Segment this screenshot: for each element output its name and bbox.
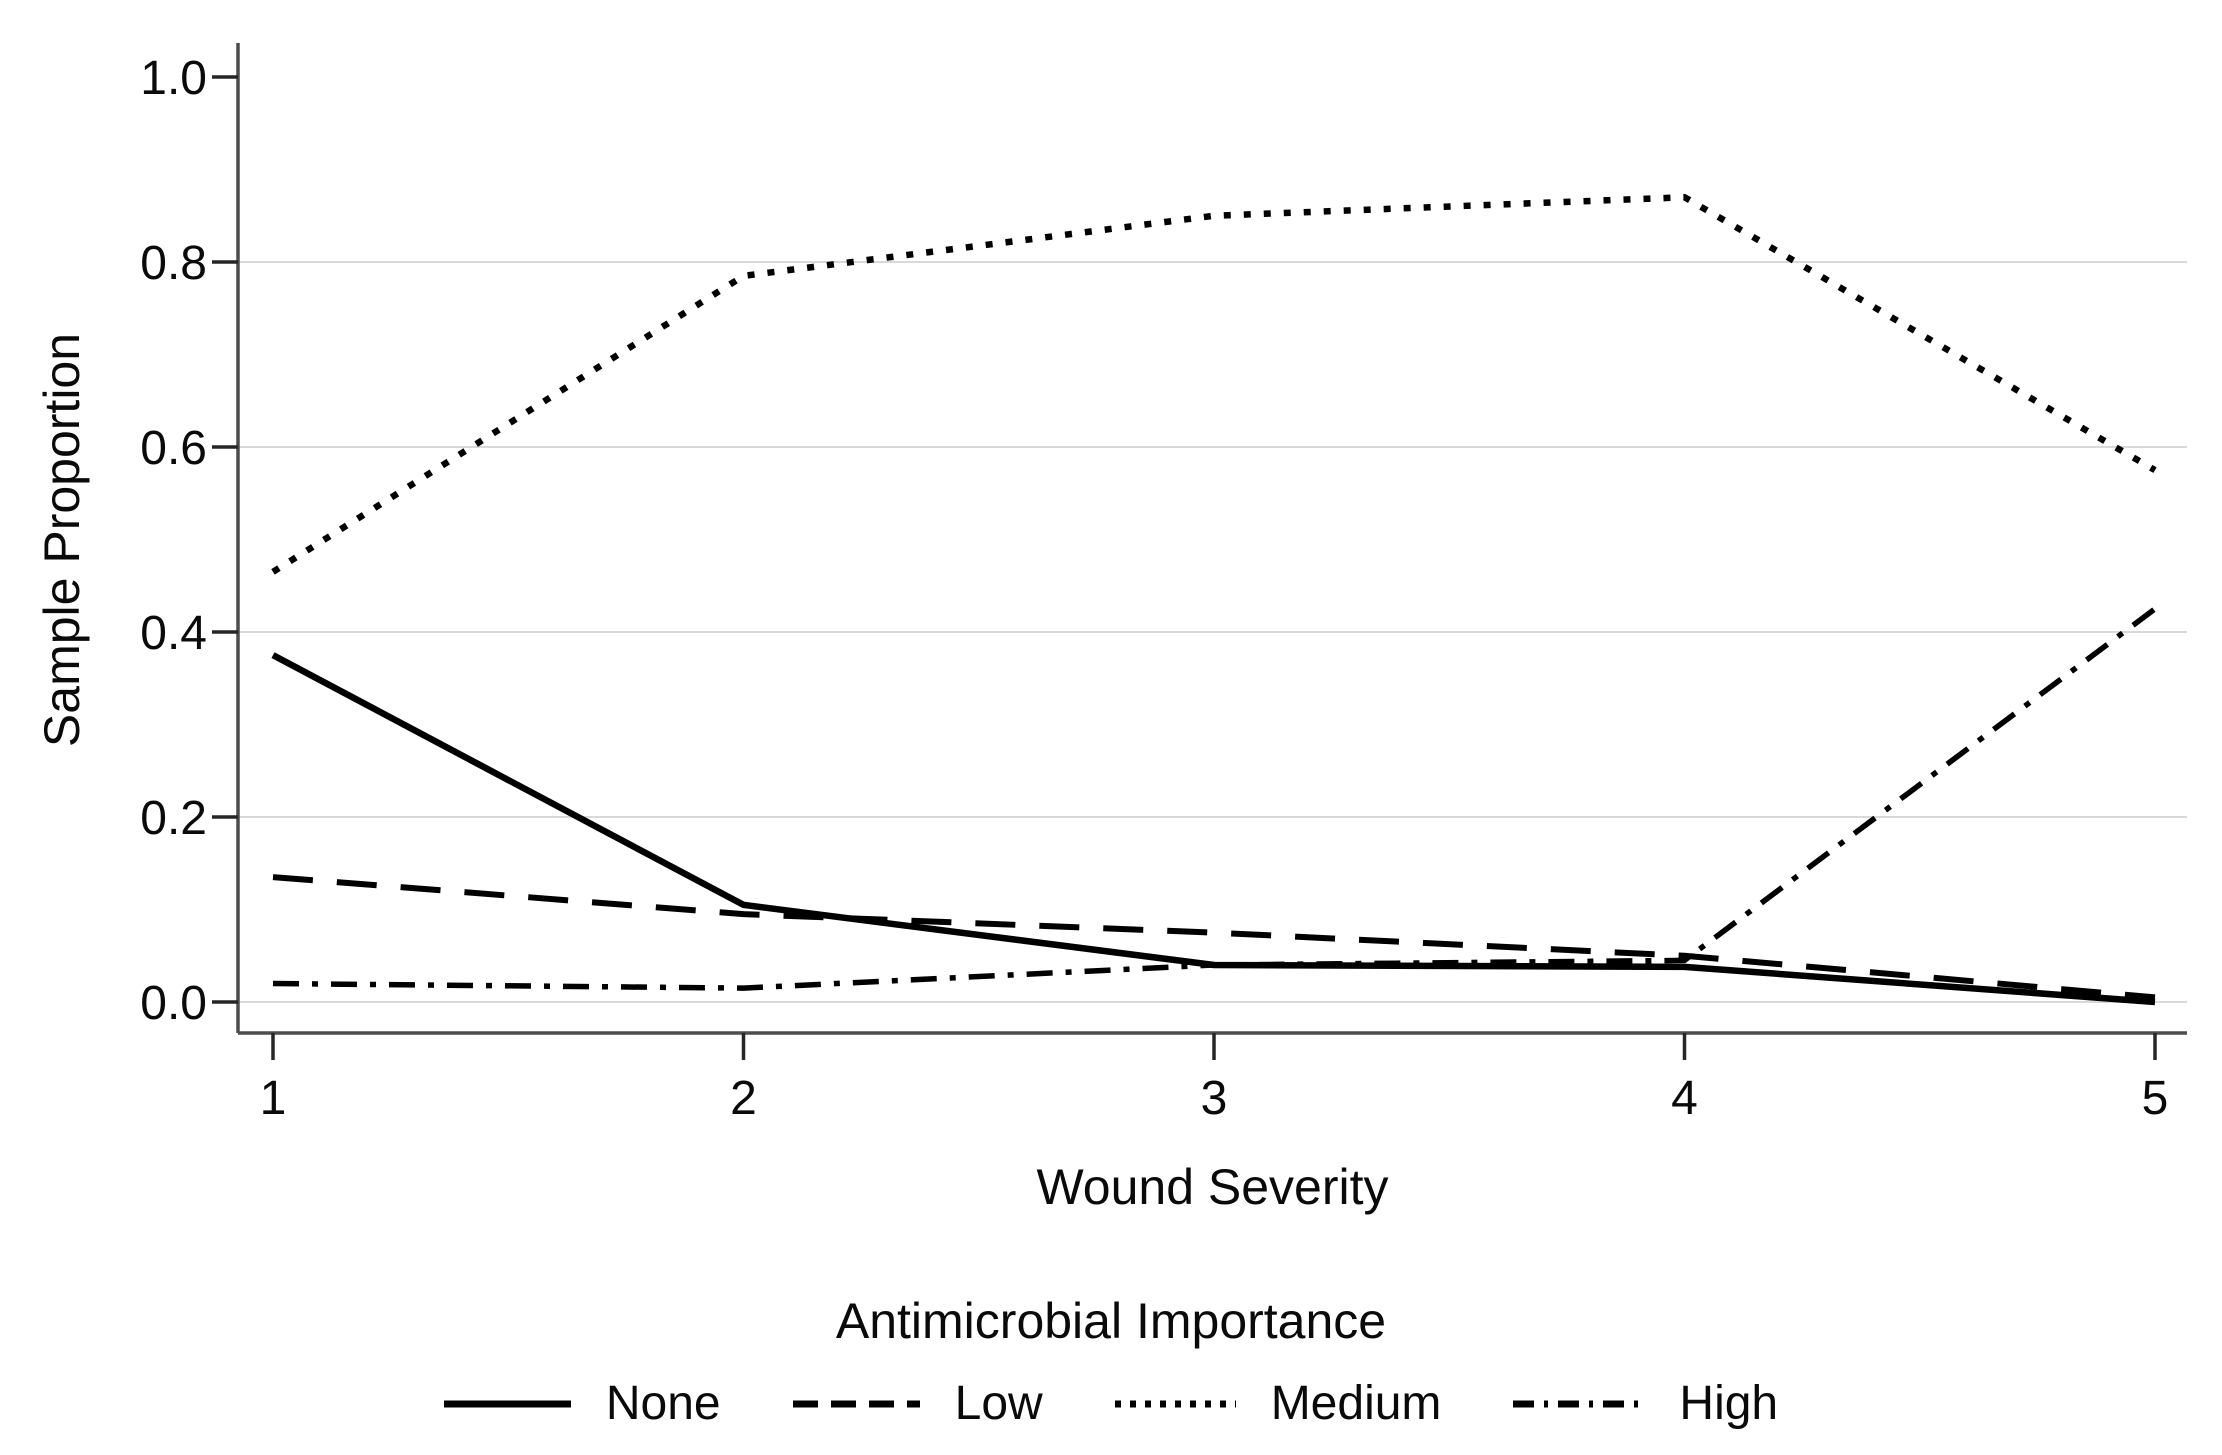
x-axis-title: Wound Severity	[1036, 1159, 1389, 1215]
series-line-medium	[271, 193, 2157, 575]
solid-line-icon	[443, 1400, 571, 1408]
dashdot-line-icon	[1513, 1400, 1645, 1408]
y-axis-title: Sample Proportion	[34, 332, 90, 748]
series-line-none	[271, 652, 2156, 1006]
x-tick-label: 4	[1671, 1072, 1698, 1125]
legend-label-low: Low	[954, 1377, 1043, 1430]
dotted-line-icon	[1114, 1400, 1236, 1408]
series-line-high	[272, 606, 2157, 991]
data-series	[271, 193, 2157, 1006]
tick-labels: 0.0 0.2 0.4 0.6 0.8 1.0 1 2 3 4 5	[140, 52, 2168, 1125]
y-tick-label: 0.6	[140, 422, 207, 475]
legend-item-low: Low	[792, 1377, 1043, 1431]
x-tick-label: 3	[1201, 1072, 1228, 1125]
x-tick-label: 1	[260, 1072, 287, 1125]
y-tick-label: 0.0	[140, 977, 207, 1030]
legend: None Low Medium High	[0, 1377, 2222, 1431]
legend-title: Antimicrobial Importance	[835, 1293, 1387, 1349]
legend-label-medium: Medium	[1270, 1377, 1442, 1430]
x-tick-label: 5	[2142, 1072, 2169, 1125]
y-tick-label: 0.8	[140, 237, 207, 290]
series-line-low	[272, 874, 2156, 1001]
y-tick-label: 1.0	[140, 52, 207, 105]
y-tick-label: 0.2	[140, 792, 207, 845]
gridlines	[238, 261, 2187, 1003]
legend-label-high: High	[1679, 1377, 1779, 1430]
dashed-line-icon	[792, 1400, 920, 1408]
x-tick-label: 2	[730, 1072, 757, 1125]
tick-marks	[212, 75, 2157, 1060]
legend-item-none: None	[443, 1377, 721, 1431]
legend-label-none: None	[605, 1377, 721, 1430]
y-tick-label: 0.4	[140, 607, 207, 660]
legend-item-medium: Medium	[1114, 1377, 1442, 1431]
legend-item-high: High	[1513, 1377, 1779, 1431]
axes	[236, 43, 2187, 1035]
